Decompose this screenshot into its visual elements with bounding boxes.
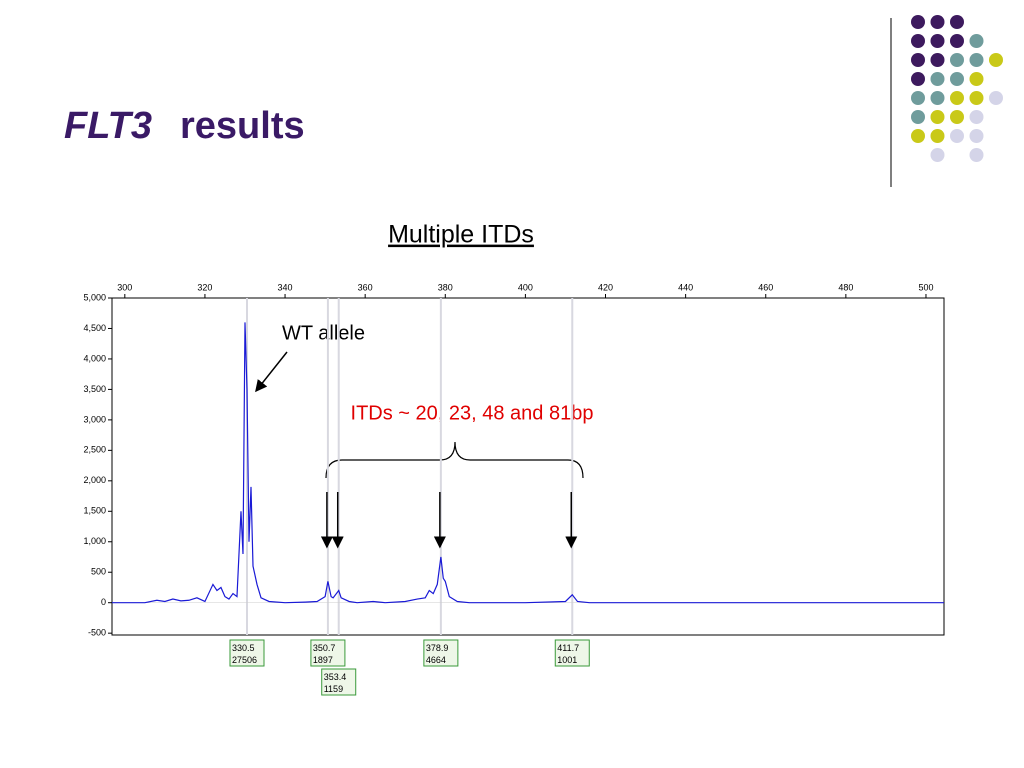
y-tick-label: 0 (101, 597, 106, 607)
dot (950, 34, 964, 48)
y-tick-label: 1,500 (83, 506, 106, 516)
y-tick-label: 1,000 (83, 536, 106, 546)
dot (911, 34, 925, 48)
dot (989, 91, 1003, 105)
dot (969, 110, 984, 124)
dot (911, 91, 925, 105)
dot (950, 110, 964, 124)
dot (930, 34, 945, 48)
peak-area: 1897 (313, 655, 333, 665)
dot (930, 148, 945, 162)
y-tick-label: 4,000 (83, 353, 106, 363)
peak-area: 1159 (324, 684, 343, 694)
x-tick-label: 440 (678, 282, 693, 292)
dot (911, 53, 925, 67)
y-tick-label: 2,000 (83, 475, 106, 485)
y-tick-label: 500 (91, 567, 106, 577)
y-tick-label: 3,500 (83, 384, 106, 394)
dot (969, 91, 984, 105)
dot (989, 53, 1003, 67)
peak-size: 330.5 (232, 643, 255, 653)
x-tick-label: 320 (197, 282, 212, 292)
x-tick-label: 480 (838, 282, 853, 292)
slide-title: FLT3 (64, 105, 152, 147)
dot (950, 53, 964, 67)
peak-size: 353.4 (324, 672, 347, 682)
peak-box (310, 639, 346, 667)
peak-size: 350.7 (313, 643, 336, 653)
x-tick-label: 460 (758, 282, 773, 292)
arrow (255, 351, 288, 393)
dot (911, 15, 925, 29)
dot (969, 53, 984, 67)
peak-size: 411.7 (557, 643, 579, 653)
x-tick-label: 400 (518, 282, 533, 292)
peak-size: 378.9 (426, 643, 449, 653)
peak-box (423, 639, 459, 667)
y-tick-label: 5,000 (83, 292, 106, 302)
peak-box (321, 668, 357, 696)
dot (950, 91, 964, 105)
dot (969, 129, 984, 143)
dot (911, 129, 925, 143)
dot (969, 34, 984, 48)
dot (930, 91, 945, 105)
dot (930, 72, 945, 86)
dot (911, 72, 925, 86)
annotation: WT allele (282, 322, 365, 344)
trace-line (112, 322, 944, 604)
y-tick-label: 2,500 (83, 445, 106, 455)
peak-area: 4664 (426, 655, 446, 665)
x-tick-label: 500 (918, 282, 933, 292)
plot-frame (111, 297, 945, 636)
y-tick-label: 4,500 (83, 323, 106, 333)
dot (969, 148, 984, 162)
x-tick-label: 380 (438, 282, 453, 292)
annotation: ITDs ~ 20, 23, 48 and 81bp (351, 402, 594, 424)
dot (911, 110, 925, 124)
dot (930, 53, 945, 67)
dot (950, 129, 964, 143)
dot (930, 15, 945, 29)
peak-area: 1001 (557, 655, 577, 665)
x-tick-label: 340 (278, 282, 293, 292)
peak-area: 27506 (232, 655, 257, 665)
slide-title: results (180, 105, 305, 147)
brace (325, 441, 584, 479)
x-tick-label: 300 (117, 282, 132, 292)
dot (930, 129, 945, 143)
x-tick-label: 420 (598, 282, 613, 292)
y-tick-label: 3,000 (83, 414, 106, 424)
dot (930, 110, 945, 124)
y-tick-label: -500 (88, 628, 106, 638)
dot (969, 72, 984, 86)
chart-title: Multiple ITDs (388, 221, 534, 249)
dot (950, 72, 964, 86)
dot (950, 15, 964, 29)
x-tick-label: 360 (358, 282, 373, 292)
peak-box (554, 639, 590, 667)
peak-box (229, 639, 265, 667)
decoration (911, 15, 1003, 162)
